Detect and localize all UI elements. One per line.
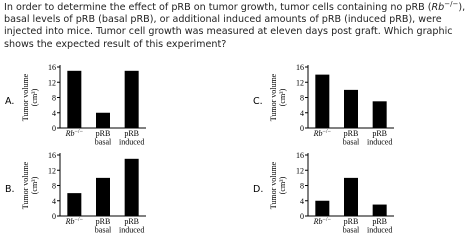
x-tick-label-sup: −/− — [75, 217, 84, 223]
question-text: Rb — [431, 2, 445, 13]
bar — [344, 89, 358, 128]
y-tick-label: 12 — [296, 78, 304, 87]
y-tick-label: 8 — [52, 94, 56, 103]
y-axis-label-line: Tumor volume — [21, 161, 30, 209]
x-tick-label: pRB — [124, 217, 139, 226]
x-tick-label: pRB — [344, 217, 359, 226]
y-axis-label: Tumor volume(cm³) — [269, 73, 287, 121]
y-axis-label: Tumor volume(cm³) — [21, 161, 39, 209]
x-tick-label: basal — [343, 226, 360, 235]
y-tick-label: 16 — [48, 63, 56, 72]
question-text: In order to determine the effect of pRB … — [4, 2, 432, 13]
bar — [315, 74, 330, 128]
option-letter: A. — [5, 96, 14, 107]
y-tick-label: 8 — [52, 182, 56, 191]
page: {"question": ["In order to determine the… — [4, 0, 472, 235]
x-tick-label-part: Rb — [313, 217, 323, 226]
x-tick-label: induced — [367, 226, 392, 235]
x-tick-label: Rb−/− — [313, 217, 332, 226]
x-tick-label: basal — [95, 138, 112, 147]
x-tick-label-sup: −/− — [323, 129, 332, 135]
x-tick-label: induced — [119, 226, 144, 235]
y-tick-label: 4 — [52, 109, 56, 118]
x-tick-label: induced — [367, 138, 392, 147]
x-tick-label: pRB — [96, 129, 111, 138]
y-axis-label-line: Tumor volume — [269, 161, 278, 209]
y-axis-label-line: (cm³) — [30, 176, 39, 194]
y-tick-label: 12 — [48, 166, 56, 175]
x-tick-label-part: Rb — [313, 129, 323, 138]
y-axis-label-line: Tumor volume — [269, 73, 278, 121]
x-tick-label: Rb−/− — [65, 217, 84, 226]
y-tick-label: 12 — [48, 78, 56, 87]
y-tick-label: 0 — [300, 124, 304, 133]
bar — [124, 158, 139, 216]
x-tick-label-part: Rb — [65, 217, 75, 226]
x-tick-label: pRB — [372, 217, 387, 226]
x-tick-label: basal — [343, 138, 360, 147]
y-tick-label: 16 — [296, 63, 304, 72]
question-text: ), basal levels of pRB (basal pRB), or a… — [4, 2, 466, 50]
bar — [124, 70, 139, 128]
x-tick-label: basal — [95, 226, 112, 235]
x-tick-label: pRB — [124, 129, 139, 138]
bar — [67, 70, 82, 128]
x-tick-label-sup: −/− — [323, 217, 332, 223]
option-letter: D. — [253, 184, 263, 195]
y-axis-label-line: (cm³) — [30, 88, 39, 106]
bar — [372, 204, 387, 216]
x-tick-label-sup: −/− — [75, 129, 84, 135]
y-axis-label: Tumor volume(cm³) — [269, 161, 287, 209]
option-letter: B. — [5, 184, 15, 195]
y-tick-label: 8 — [300, 182, 304, 191]
bar — [372, 101, 387, 128]
y-tick-label: 16 — [48, 151, 56, 160]
question-text: −/− — [444, 0, 459, 8]
option-letter: C. — [253, 96, 263, 107]
x-tick-label: pRB — [372, 129, 387, 138]
x-tick-label: pRB — [96, 217, 111, 226]
x-tick-label: pRB — [344, 129, 359, 138]
bar — [96, 177, 110, 216]
y-tick-label: 4 — [300, 109, 304, 118]
y-axis-label-line: (cm³) — [278, 176, 287, 194]
y-tick-label: 0 — [52, 124, 56, 133]
y-tick-label: 4 — [300, 197, 304, 206]
bar — [315, 200, 330, 216]
y-tick-label: 16 — [296, 151, 304, 160]
y-tick-label: 12 — [296, 166, 304, 175]
bar — [96, 112, 110, 128]
x-tick-label: Rb−/− — [65, 129, 84, 138]
y-tick-label: 4 — [52, 197, 56, 206]
y-axis-label-line: Tumor volume — [21, 73, 30, 121]
bar — [344, 177, 358, 216]
y-axis-label: Tumor volume(cm³) — [21, 73, 39, 121]
x-tick-label-part: Rb — [65, 129, 75, 138]
x-tick-label: Rb−/− — [313, 129, 332, 138]
y-tick-label: 8 — [300, 94, 304, 103]
y-axis-label-line: (cm³) — [278, 88, 287, 106]
question: In order to determine the effect of pRB … — [4, 0, 472, 51]
x-tick-label: induced — [119, 138, 144, 147]
bar — [67, 193, 82, 216]
y-tick-label: 0 — [300, 212, 304, 221]
y-tick-label: 0 — [52, 212, 56, 221]
